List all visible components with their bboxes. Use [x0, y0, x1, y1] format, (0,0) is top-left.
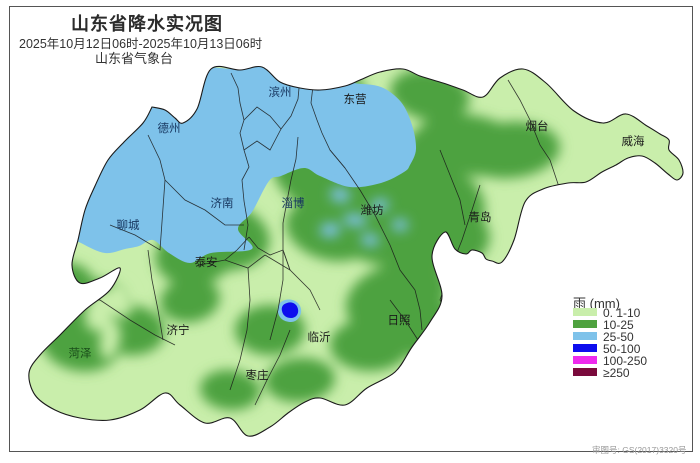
- svg-text:聊城: 聊城: [117, 218, 140, 232]
- svg-text:济南: 济南: [211, 196, 234, 210]
- svg-text:滨州: 滨州: [269, 85, 292, 99]
- svg-text:青岛: 青岛: [469, 210, 492, 224]
- svg-text:菏泽: 菏泽: [69, 347, 92, 360]
- svg-text:烟台: 烟台: [526, 119, 549, 133]
- svg-text:济宁: 济宁: [167, 323, 190, 337]
- svg-text:临沂: 临沂: [308, 330, 331, 344]
- svg-text:日照: 日照: [388, 314, 411, 327]
- svg-text:威海: 威海: [622, 134, 645, 148]
- svg-text:潍坊: 潍坊: [361, 203, 384, 217]
- svg-text:淄博: 淄博: [282, 197, 305, 210]
- svg-text:东营: 东营: [344, 92, 367, 106]
- svg-text:德州: 德州: [158, 121, 181, 135]
- svg-text:枣庄: 枣庄: [246, 368, 269, 382]
- svg-text:泰安: 泰安: [195, 255, 218, 269]
